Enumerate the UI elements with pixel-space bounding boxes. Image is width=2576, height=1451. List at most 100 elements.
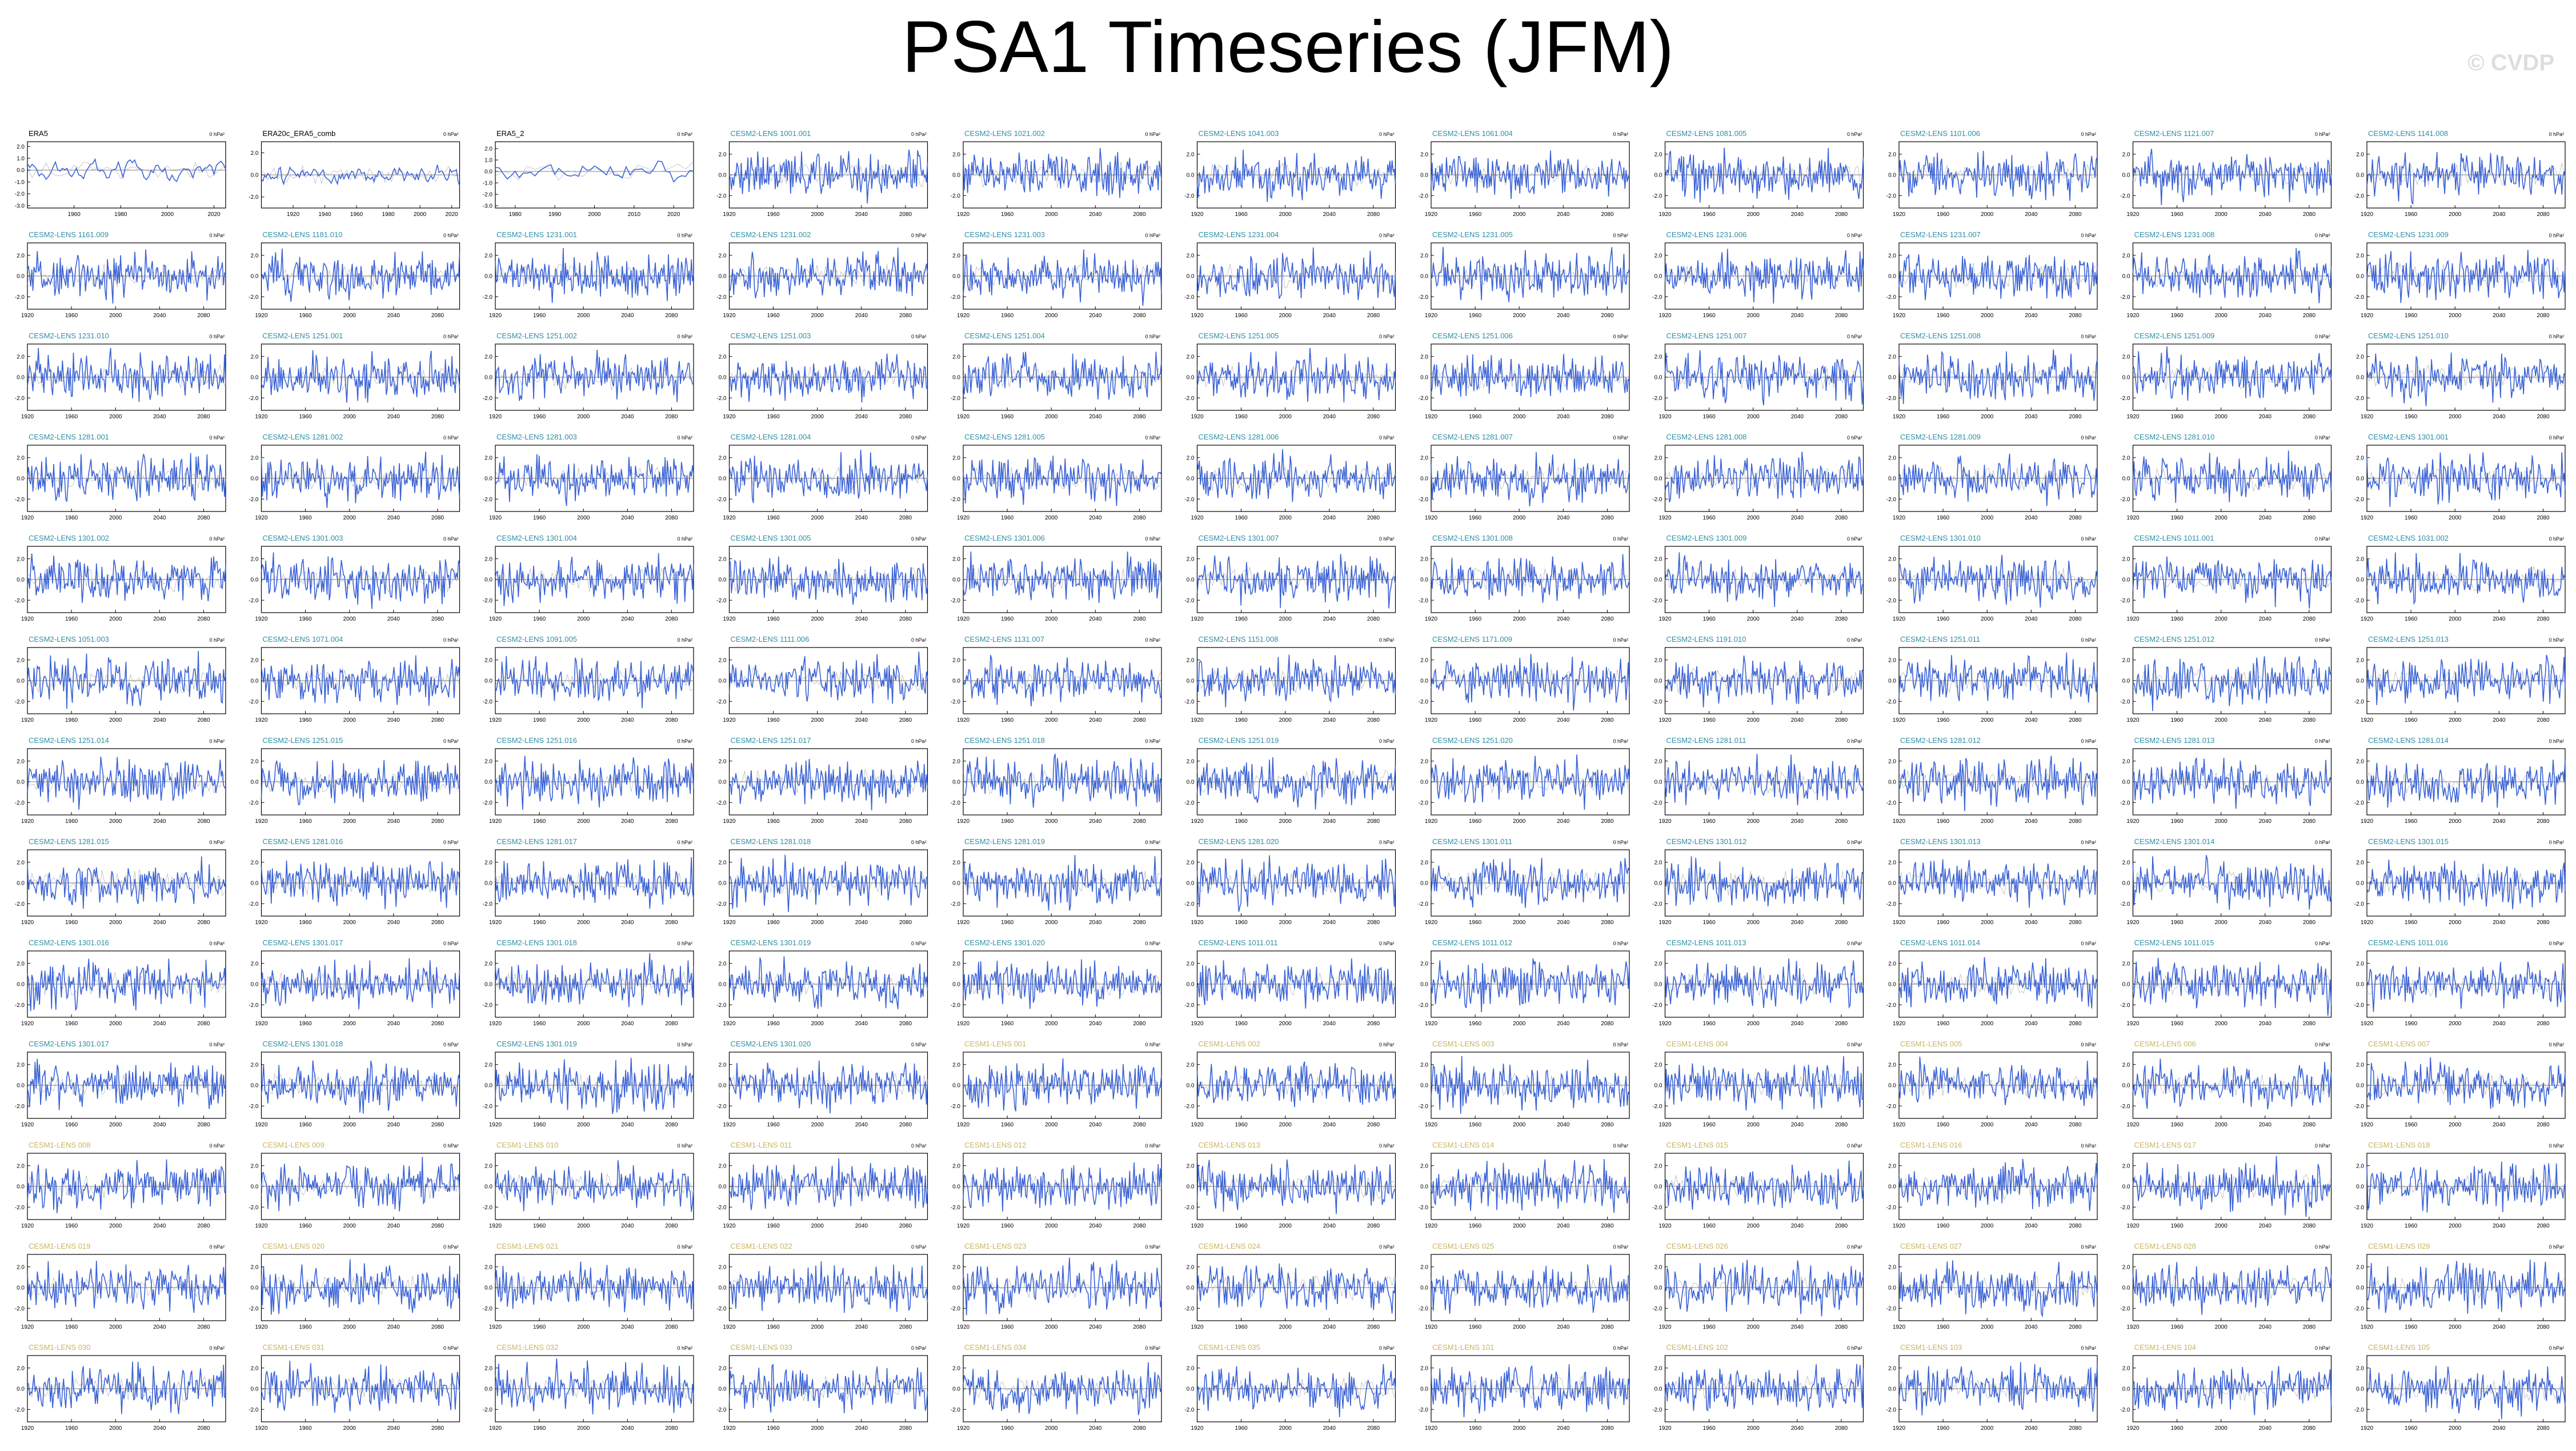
x-tick-label: 2080 [1835, 1021, 1848, 1027]
x-tick-label: 2040 [621, 414, 634, 420]
x-tick-label: 2080 [1835, 211, 1848, 218]
panel-title: CESM2-LENS 1031.002 [2368, 534, 2449, 542]
y-tick-label: 2.0 [719, 758, 727, 765]
series-line [1664, 958, 1864, 1009]
x-tick-label: 2080 [1133, 920, 1146, 926]
x-tick-label: 2000 [1513, 616, 1526, 622]
x-tick-label: 2080 [1133, 414, 1146, 420]
x-tick-label: 2040 [1557, 1223, 1570, 1229]
panel-title: CESM2-LENS 1301.020 [964, 938, 1045, 947]
y-tick-label: 2.0 [2122, 1264, 2130, 1270]
y-tick-label: -3.0 [483, 203, 493, 210]
y-tick-label: 0.0 [484, 1386, 492, 1393]
secondary-series-line [1665, 1376, 1862, 1402]
x-tick-label: 2040 [387, 818, 400, 825]
x-tick-label: 1960 [1001, 1021, 1014, 1027]
x-tick-label: 2080 [2069, 717, 2082, 723]
x-tick-label: 2080 [1367, 414, 1380, 420]
x-tick-label: 1920 [1893, 1324, 1906, 1330]
x-tick-label: 2080 [1835, 313, 1848, 319]
x-tick-label: 2020 [667, 211, 680, 218]
x-tick-label: 2080 [665, 414, 678, 420]
panel-units: 0 hPa² [1847, 840, 1862, 845]
x-tick-label: 1960 [1702, 818, 1716, 825]
x-tick-label: 2080 [2069, 211, 2082, 218]
y-tick-label: 2.0 [484, 556, 492, 562]
x-tick-label: 2040 [2259, 414, 2272, 420]
secondary-series-line [1197, 873, 1395, 894]
series-line [1898, 1362, 2098, 1416]
panel-title: CESM1-LENS 020 [263, 1242, 324, 1250]
x-tick-label: 2040 [621, 717, 634, 723]
y-tick-label: -2.0 [2354, 699, 2365, 705]
panel-title: CESM2-LENS 1251.004 [964, 331, 1045, 340]
series-line [2366, 152, 2566, 205]
x-tick-label: 1920 [489, 1122, 502, 1128]
y-tick-label: 0.0 [1888, 274, 1896, 280]
series-line [261, 248, 460, 302]
x-tick-label: 1960 [1235, 818, 1248, 825]
x-tick-label: 1920 [957, 920, 970, 926]
x-tick-label: 2000 [811, 515, 824, 521]
x-tick-label: 2040 [2259, 515, 2272, 521]
x-tick-label: 2040 [1323, 616, 1336, 622]
panel-units: 0 hPa² [1145, 637, 1160, 643]
x-tick-label: 2000 [2215, 515, 2228, 521]
panel-units: 0 hPa² [1145, 1345, 1160, 1351]
panel-units: 0 hPa² [2549, 536, 2564, 542]
x-tick-label: 2000 [811, 414, 824, 420]
y-tick-label: 0.0 [1888, 1285, 1896, 1292]
y-tick-label: -2.0 [1419, 1306, 1429, 1312]
y-tick-label: -2.0 [1419, 497, 1429, 503]
panel-title: CESM2-LENS 1281.011 [1666, 736, 1746, 745]
y-tick-label: -2.0 [2354, 497, 2365, 503]
y-tick-label: 2.0 [2356, 151, 2364, 158]
x-tick-label: 2080 [1367, 920, 1380, 926]
x-tick-label: 1960 [1702, 717, 1716, 723]
y-tick-label: 0.0 [2356, 982, 2364, 988]
x-tick-label: 2040 [2025, 1122, 2038, 1128]
x-tick-label: 1920 [1658, 717, 1672, 723]
y-tick-label: 0.0 [17, 1184, 25, 1190]
secondary-series-line [2366, 1174, 2565, 1198]
x-tick-label: 2080 [2303, 1122, 2316, 1128]
series-line [1431, 150, 1630, 199]
series-line [1898, 453, 2098, 506]
x-tick-label: 2080 [197, 1425, 210, 1432]
x-tick-label: 2000 [811, 920, 824, 926]
y-tick-label: -2.0 [2354, 1104, 2365, 1110]
x-tick-label: 1960 [299, 616, 312, 622]
y-tick-label: -2.0 [15, 598, 25, 604]
panel-units: 0 hPa² [1145, 1042, 1160, 1048]
x-tick-label: 1960 [767, 818, 780, 825]
secondary-series-line [963, 567, 1161, 591]
x-tick-label: 1920 [1893, 920, 1906, 926]
x-tick-label: 1960 [1001, 313, 1014, 319]
panel-units: 0 hPa² [209, 233, 225, 238]
x-tick-label: 2080 [1367, 1122, 1380, 1128]
y-tick-label: -2.0 [2120, 1205, 2130, 1211]
x-tick-label: 1920 [1893, 414, 1906, 420]
panel-title: CESM2-LENS 1281.008 [1666, 433, 1747, 441]
panel-units: 0 hPa² [2081, 1244, 2096, 1250]
y-tick-label: 0.0 [952, 1083, 960, 1089]
x-tick-label: 2020 [207, 211, 221, 218]
series-line [261, 451, 460, 508]
x-tick-label: 2080 [1601, 211, 1614, 218]
panel-units: 0 hPa² [911, 1042, 927, 1048]
y-tick-label: 2.0 [1420, 961, 1428, 967]
